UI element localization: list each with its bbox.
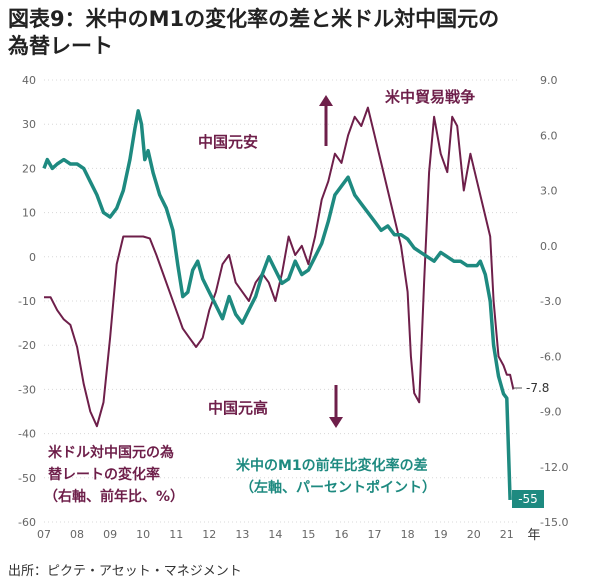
arrow-up-head [319, 95, 333, 106]
annotation-trade-war: 米中貿易戦争 [385, 88, 475, 106]
right-tick-label: -12.0 [540, 461, 568, 474]
x-tick-label: 14 [268, 528, 282, 541]
x-tick-label: 08 [70, 528, 84, 541]
left-tick-label: 10 [22, 207, 36, 220]
right-tick-label: -15.0 [540, 516, 568, 529]
fx-end-label: -7.8 [526, 381, 549, 395]
x-tick-label: 11 [169, 528, 183, 541]
x-tick-label: 12 [202, 528, 216, 541]
right-tick-label: 3.0 [540, 185, 558, 198]
x-tick-label: 09 [103, 528, 117, 541]
x-tick-label: 07 [37, 528, 51, 541]
left-tick-label: -10 [18, 295, 36, 308]
right-tick-label: 6.0 [540, 129, 558, 142]
series-line-fx [44, 106, 515, 428]
chart-title-line1: 図表9：米中のM1の変化率の差と米ドル対中国元の [8, 7, 500, 31]
x-tick-label: 10 [136, 528, 150, 541]
x-axis-unit: 年 [527, 528, 540, 543]
x-tick-label: 18 [401, 528, 415, 541]
series-line-m1 [42, 109, 512, 500]
chart-title-line2: 為替レート [8, 34, 113, 58]
fx-legend-line1: 米ドル対中国元の為 [48, 444, 174, 461]
right-tick-label: -6.0 [540, 350, 561, 363]
left-tick-label: 20 [22, 162, 36, 175]
right-tick-label: 9.0 [540, 74, 558, 87]
left-tick-label: 30 [22, 118, 36, 131]
left-tick-label: -50 [18, 472, 36, 485]
m1-end-label: -55 [518, 492, 538, 506]
m1-end-box [512, 490, 544, 508]
left-tick-label: -60 [18, 516, 36, 529]
m1-legend-line2: （左軸、パーセントポイント） [240, 479, 436, 496]
left-tick-label: 0 [29, 251, 36, 264]
chart-title: 図表9：米中のM1の変化率の差と米ドル対中国元の 為替レート [8, 6, 588, 60]
left-tick-label: -30 [18, 383, 36, 396]
right-tick-label: -9.0 [540, 406, 561, 419]
annotation-cny-strong: 中国元高 [208, 399, 268, 417]
x-tick-label: 15 [301, 528, 315, 541]
x-tick-label: 17 [368, 528, 382, 541]
x-tick-label: 20 [467, 528, 481, 541]
x-tick-label: 16 [335, 528, 349, 541]
fx-legend-line2: 替レートの変化率 [48, 466, 160, 483]
right-tick-label: 0.0 [540, 240, 558, 253]
fx-legend-line3: （右軸、前年比、%） [44, 488, 184, 505]
x-tick-label: 19 [434, 528, 448, 541]
x-tick-label: 13 [235, 528, 249, 541]
source-note: 出所：ピクテ・アセット・マネジメント [8, 564, 242, 579]
left-tick-label: -40 [18, 428, 36, 441]
left-tick-label: -20 [18, 339, 36, 352]
m1-legend-line1: 米中のM1の前年比変化率の差 [236, 457, 428, 474]
arrow-down-head [329, 417, 343, 428]
right-tick-label: -3.0 [540, 295, 561, 308]
annotation-cny-weak: 中国元安 [198, 133, 258, 151]
x-tick-label: 21 [500, 528, 514, 541]
left-tick-label: 40 [22, 74, 36, 87]
